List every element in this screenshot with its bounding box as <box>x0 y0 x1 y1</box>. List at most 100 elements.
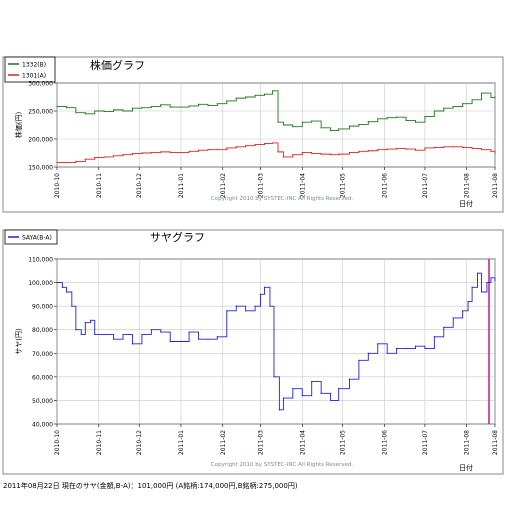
price-chart-panel: 1332(B) 1301(A) 株価グラフ 150,000 200,000 250,000… <box>0 50 512 215</box>
x-tick-label: 2011-05 <box>340 173 347 198</box>
data-point <box>386 117 388 119</box>
data-point <box>311 380 313 383</box>
y-tick-label: 40,000 <box>32 422 53 429</box>
data-point <box>471 99 473 101</box>
data-point <box>386 352 388 354</box>
copyright-text: Copyright 2010 by SYSTEC-INC All Rights … <box>211 196 353 202</box>
data-point <box>405 119 407 122</box>
data-point <box>113 109 115 111</box>
data-point <box>358 359 360 361</box>
data-point <box>494 152 496 155</box>
chart-title: 株価グラフ <box>90 58 145 72</box>
x-tick-label: 2011-01 <box>178 430 185 455</box>
y-tick-label: 110,000 <box>28 257 53 264</box>
y-tick-label: 250,000 <box>28 109 53 116</box>
data-point <box>122 110 124 112</box>
data-point <box>278 409 280 411</box>
x-tick-label: 2011-06 <box>381 173 388 198</box>
x-tick-label: 2011-01 <box>178 173 185 198</box>
data-point <box>480 291 483 293</box>
data-point <box>235 146 237 148</box>
plot-area <box>56 258 496 425</box>
data-point <box>150 105 152 108</box>
x-tick-label: 2011-05 <box>340 430 347 455</box>
x-tick-label: 2011-02 <box>220 430 227 455</box>
data-point <box>160 104 162 106</box>
data-point <box>486 281 488 284</box>
data-point <box>490 96 492 99</box>
y-axis-label: 株価(円) <box>14 112 23 139</box>
data-point <box>414 345 417 347</box>
data-point <box>197 338 200 340</box>
data-point <box>263 286 266 288</box>
data-point <box>348 378 351 380</box>
data-point <box>282 397 285 399</box>
data-point <box>424 147 426 149</box>
data-point <box>263 142 266 145</box>
legend-box <box>4 229 58 245</box>
data-point <box>269 305 271 307</box>
data-point <box>61 286 63 288</box>
x-tick-label: 2010-11 <box>96 430 103 455</box>
data-point <box>282 156 285 158</box>
data-point <box>396 347 398 350</box>
data-point <box>226 147 228 149</box>
data-point <box>245 145 247 147</box>
data-point <box>84 322 86 324</box>
data-point <box>433 146 435 148</box>
data-point <box>226 100 228 102</box>
data-point <box>433 336 435 338</box>
data-point <box>452 105 454 108</box>
x-tick-label: 2011-02 <box>220 173 227 198</box>
y-tick-label: 100,000 <box>28 280 53 287</box>
data-point <box>56 105 58 108</box>
data-point <box>471 147 473 150</box>
data-point <box>235 305 237 307</box>
x-tick-label: 2011-08 <box>492 173 499 198</box>
x-tick-label: 2011-03 <box>258 430 265 455</box>
data-point <box>494 96 496 98</box>
data-point <box>71 305 73 307</box>
data-point <box>188 150 190 152</box>
data-point <box>188 331 190 333</box>
data-point <box>84 113 86 115</box>
spread-chart: SAYA(B-A) サヤグラフ 40,000 50,000 60,000 70,000 80… <box>2 229 504 475</box>
data-point <box>103 156 105 158</box>
data-point <box>160 151 162 153</box>
data-point <box>320 392 322 394</box>
data-point <box>169 340 171 343</box>
y-tick-label: 300,000 <box>28 81 53 88</box>
data-point <box>424 347 426 350</box>
data-point <box>75 112 77 114</box>
data-point <box>277 121 279 123</box>
series-line <box>57 272 496 411</box>
data-point <box>424 116 426 118</box>
data-point <box>216 149 218 151</box>
data-point <box>277 151 279 153</box>
data-point <box>292 388 294 390</box>
data-point <box>338 388 340 390</box>
x-tick-label: 2010-11 <box>96 173 103 198</box>
data-point <box>216 103 218 105</box>
data-point <box>84 158 86 160</box>
data-point <box>75 160 77 162</box>
legend-label: 1332(B) <box>22 62 46 69</box>
series-line <box>57 90 496 132</box>
data-point <box>122 154 124 156</box>
y-tick-label: 90,000 <box>32 304 53 311</box>
data-point <box>141 333 143 336</box>
data-point <box>254 305 256 307</box>
data-point <box>150 329 152 331</box>
data-point <box>467 300 469 303</box>
data-point <box>235 97 237 99</box>
data-point <box>433 110 435 112</box>
data-point <box>329 130 332 132</box>
data-point <box>329 154 332 156</box>
data-point <box>405 148 407 150</box>
data-point <box>301 151 303 154</box>
series-1332-b- <box>56 90 496 132</box>
y-tick-label: 70,000 <box>32 351 53 358</box>
x-tick-label: 2011-08 <box>464 173 471 198</box>
data-point <box>414 121 417 123</box>
legend-label: SAYA(B-A) <box>22 235 52 242</box>
